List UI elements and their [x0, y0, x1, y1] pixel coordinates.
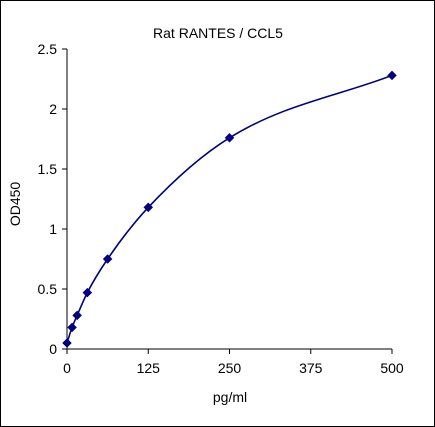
- data-point-diamond: [67, 322, 77, 333]
- x-axis-label: pg/ml: [213, 389, 247, 405]
- x-tick-label: 125: [137, 360, 161, 376]
- y-tick-label: 0: [49, 341, 57, 357]
- y-tick-label: 1.5: [38, 161, 58, 177]
- data-point-diamond: [102, 254, 113, 264]
- plot-area: [62, 70, 397, 348]
- x-tick-label: 0: [63, 360, 71, 376]
- data-point-diamond: [72, 310, 82, 321]
- chart-title: Rat RANTES / CCL5: [153, 25, 283, 41]
- series-line: [66, 74, 393, 344]
- y-tick-label: 2.5: [38, 41, 58, 57]
- data-point-diamond: [143, 202, 154, 213]
- data-point-diamond: [62, 338, 72, 348]
- x-tick-label: 375: [299, 360, 323, 376]
- y-tick-label: 1: [49, 221, 57, 237]
- y-axis-label: OD450: [7, 182, 23, 227]
- axes: 0 0.5 1 1.5 2 2.5 0 125 250 375 500: [38, 41, 404, 376]
- y-tick-label: 0.5: [38, 281, 58, 297]
- x-tick-label: 500: [380, 360, 404, 376]
- y-tick-label: 2: [49, 101, 57, 117]
- data-point-diamond: [224, 132, 235, 143]
- data-point-diamond: [82, 287, 93, 298]
- x-tick-label: 250: [218, 360, 242, 376]
- data-point-diamond: [387, 70, 397, 81]
